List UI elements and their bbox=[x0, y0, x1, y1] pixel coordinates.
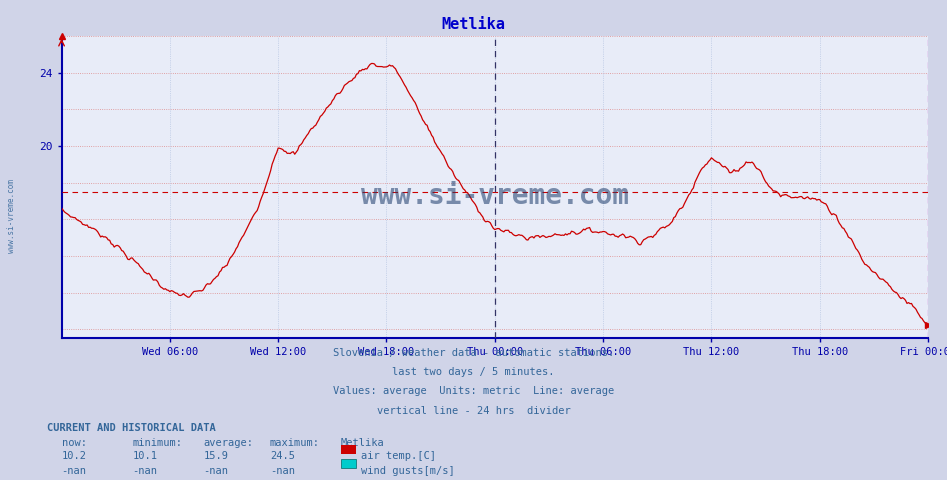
Text: minimum:: minimum: bbox=[133, 438, 183, 448]
Text: Metlika: Metlika bbox=[341, 438, 384, 448]
Text: -nan: -nan bbox=[133, 466, 157, 476]
Text: last two days / 5 minutes.: last two days / 5 minutes. bbox=[392, 367, 555, 377]
Text: Slovenia / weather data - automatic stations.: Slovenia / weather data - automatic stat… bbox=[333, 348, 614, 358]
Text: air temp.[C]: air temp.[C] bbox=[361, 451, 436, 461]
Text: Values: average  Units: metric  Line: average: Values: average Units: metric Line: aver… bbox=[333, 386, 614, 396]
Text: 10.2: 10.2 bbox=[62, 451, 86, 461]
Text: now:: now: bbox=[62, 438, 86, 448]
Text: Metlika: Metlika bbox=[441, 17, 506, 32]
Text: wind gusts[m/s]: wind gusts[m/s] bbox=[361, 466, 455, 476]
Text: average:: average: bbox=[204, 438, 254, 448]
Text: www.si-vreme.com: www.si-vreme.com bbox=[7, 179, 16, 253]
Text: 10.1: 10.1 bbox=[133, 451, 157, 461]
Text: 24.5: 24.5 bbox=[270, 451, 295, 461]
Text: CURRENT AND HISTORICAL DATA: CURRENT AND HISTORICAL DATA bbox=[47, 423, 216, 433]
Text: -nan: -nan bbox=[62, 466, 86, 476]
Text: www.si-vreme.com: www.si-vreme.com bbox=[361, 182, 629, 210]
Text: 15.9: 15.9 bbox=[204, 451, 228, 461]
Text: -nan: -nan bbox=[204, 466, 228, 476]
Text: maximum:: maximum: bbox=[270, 438, 320, 448]
Text: vertical line - 24 hrs  divider: vertical line - 24 hrs divider bbox=[377, 406, 570, 416]
Text: -nan: -nan bbox=[270, 466, 295, 476]
